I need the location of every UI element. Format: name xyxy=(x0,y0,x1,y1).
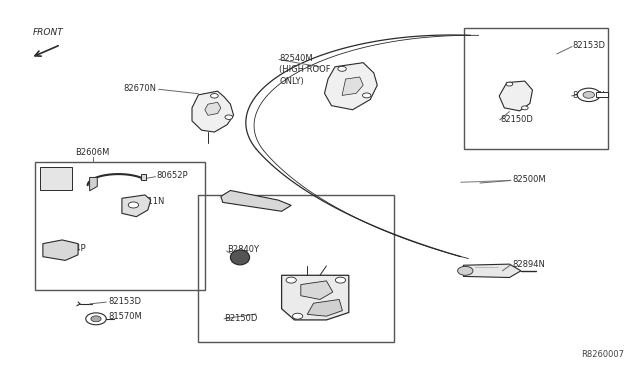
Circle shape xyxy=(577,88,600,102)
Circle shape xyxy=(335,277,346,283)
Polygon shape xyxy=(301,281,333,299)
Circle shape xyxy=(522,106,528,110)
Text: 82540M: 82540M xyxy=(279,54,313,63)
Text: 82670N: 82670N xyxy=(124,84,157,93)
Text: 82153D: 82153D xyxy=(109,297,142,306)
Text: R8260007: R8260007 xyxy=(581,350,624,359)
Text: 81570N: 81570N xyxy=(573,91,605,100)
Text: FRONT: FRONT xyxy=(33,28,63,37)
Text: 82153D: 82153D xyxy=(573,41,606,50)
Text: 80652P: 80652P xyxy=(157,171,188,180)
Circle shape xyxy=(211,93,218,98)
Polygon shape xyxy=(90,177,97,191)
Circle shape xyxy=(286,277,296,283)
Polygon shape xyxy=(122,195,151,217)
Text: 81570M: 81570M xyxy=(109,312,143,321)
Polygon shape xyxy=(43,240,78,260)
Circle shape xyxy=(292,313,303,319)
Bar xyxy=(596,92,608,97)
Text: B2150D: B2150D xyxy=(224,314,257,323)
Circle shape xyxy=(338,66,346,71)
Bar xyxy=(198,195,394,342)
Text: B2611N: B2611N xyxy=(131,197,164,206)
Circle shape xyxy=(458,266,473,275)
Text: B2606M: B2606M xyxy=(76,148,110,157)
Circle shape xyxy=(91,316,101,322)
Text: 82894N: 82894N xyxy=(512,260,545,269)
Text: 82500M: 82500M xyxy=(512,175,546,184)
Text: 82150D: 82150D xyxy=(500,115,533,124)
Circle shape xyxy=(583,92,595,98)
Text: 81511M: 81511M xyxy=(227,196,261,205)
Text: (HIGH ROOF: (HIGH ROOF xyxy=(279,65,331,74)
Circle shape xyxy=(362,93,371,98)
Text: 80654P: 80654P xyxy=(54,244,86,253)
Polygon shape xyxy=(192,91,234,132)
Polygon shape xyxy=(282,275,349,320)
Polygon shape xyxy=(463,264,521,278)
Circle shape xyxy=(225,115,233,119)
Ellipse shape xyxy=(230,250,250,265)
Polygon shape xyxy=(221,190,291,211)
Polygon shape xyxy=(324,62,378,110)
Text: ONLY): ONLY) xyxy=(279,77,304,86)
Circle shape xyxy=(506,82,513,86)
Polygon shape xyxy=(499,81,532,111)
Circle shape xyxy=(128,202,139,208)
Bar xyxy=(35,162,205,290)
Polygon shape xyxy=(307,299,342,316)
Polygon shape xyxy=(205,102,221,115)
Circle shape xyxy=(86,313,106,325)
Polygon shape xyxy=(141,174,146,180)
Polygon shape xyxy=(342,77,364,95)
Text: B2840Y: B2840Y xyxy=(227,245,259,254)
Bar xyxy=(464,28,608,149)
Bar xyxy=(40,167,72,190)
